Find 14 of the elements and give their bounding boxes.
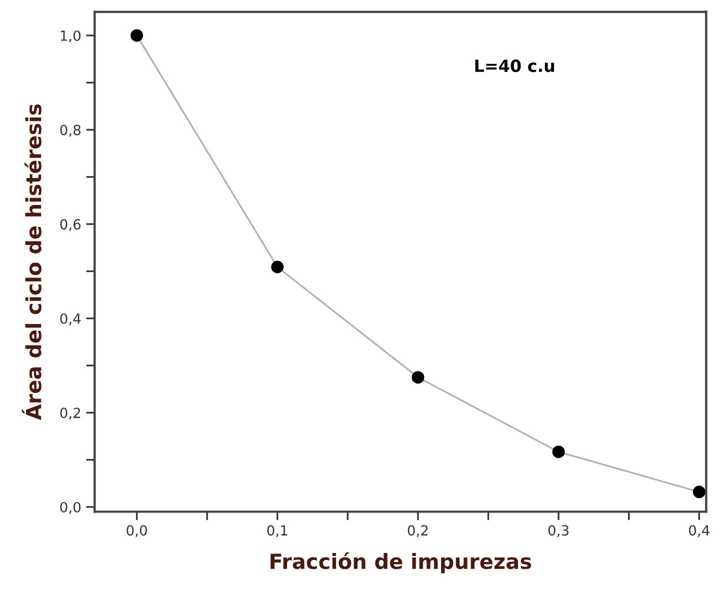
y-tick-label: 0,6 <box>60 219 81 231</box>
y-axis-title: Área del ciclo de histéresis <box>22 104 42 420</box>
x-tick-label: 0,1 <box>267 525 288 538</box>
x-tick-label: 0,0 <box>126 525 147 538</box>
y-tick-label: 0,8 <box>60 124 80 137</box>
x-axis-title: Fracción de impurezas <box>270 552 532 574</box>
y-tick-label: 0,2 <box>60 408 80 420</box>
y-tick-label: 0,4 <box>60 313 81 326</box>
x-tick-label: 0,4 <box>689 525 710 538</box>
x-tick-label: 0,2 <box>408 525 428 538</box>
x-tick-label: 0,3 <box>548 525 568 538</box>
annotation: L=40 c.u <box>475 60 554 72</box>
y-tick-label: 1,0 <box>60 30 81 42</box>
y-tick-label: 0,0 <box>60 502 81 514</box>
